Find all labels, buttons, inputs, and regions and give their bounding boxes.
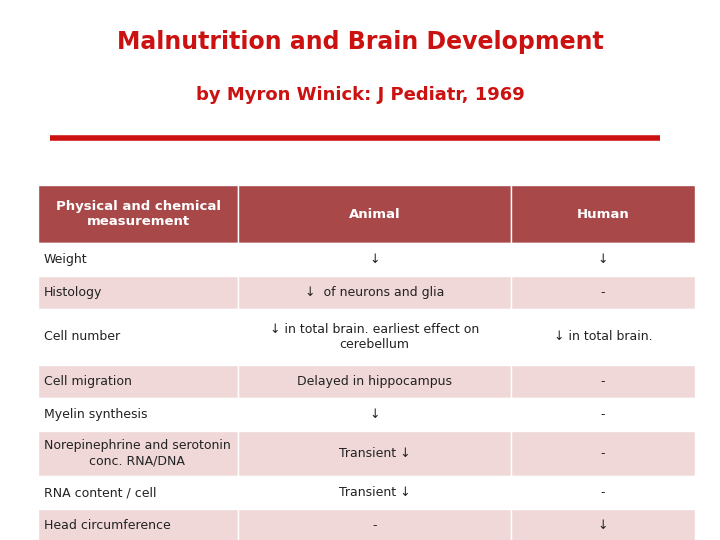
FancyBboxPatch shape bbox=[238, 398, 511, 431]
FancyBboxPatch shape bbox=[511, 243, 695, 276]
FancyBboxPatch shape bbox=[38, 185, 238, 243]
Text: Human: Human bbox=[577, 207, 629, 220]
Text: Transient ↓: Transient ↓ bbox=[339, 486, 410, 499]
Text: Delayed in hippocampus: Delayed in hippocampus bbox=[297, 375, 452, 388]
FancyBboxPatch shape bbox=[238, 276, 511, 309]
Text: -: - bbox=[600, 286, 606, 299]
Text: -: - bbox=[600, 486, 606, 499]
FancyBboxPatch shape bbox=[511, 509, 695, 540]
Text: Physical and chemical
measurement: Physical and chemical measurement bbox=[55, 200, 221, 228]
Text: -: - bbox=[600, 375, 606, 388]
Text: ↓ in total brain. earliest effect on
cerebellum: ↓ in total brain. earliest effect on cer… bbox=[270, 323, 480, 351]
Text: ↓: ↓ bbox=[369, 408, 380, 421]
Text: Norepinephrine and serotonin
conc. RNA/DNA: Norepinephrine and serotonin conc. RNA/D… bbox=[44, 440, 230, 468]
FancyBboxPatch shape bbox=[511, 309, 695, 365]
Text: Malnutrition and Brain Development: Malnutrition and Brain Development bbox=[117, 30, 603, 54]
FancyBboxPatch shape bbox=[38, 398, 238, 431]
FancyBboxPatch shape bbox=[511, 276, 695, 309]
Text: Histology: Histology bbox=[44, 286, 102, 299]
FancyBboxPatch shape bbox=[511, 476, 695, 509]
Text: -: - bbox=[600, 408, 606, 421]
FancyBboxPatch shape bbox=[38, 243, 238, 276]
FancyBboxPatch shape bbox=[511, 398, 695, 431]
Text: Head circumference: Head circumference bbox=[44, 519, 171, 532]
FancyBboxPatch shape bbox=[511, 431, 695, 476]
FancyBboxPatch shape bbox=[38, 476, 238, 509]
Text: Myelin synthesis: Myelin synthesis bbox=[44, 408, 148, 421]
FancyBboxPatch shape bbox=[38, 431, 238, 476]
Text: RNA content / cell: RNA content / cell bbox=[44, 486, 156, 499]
FancyBboxPatch shape bbox=[38, 509, 238, 540]
Text: -: - bbox=[600, 447, 606, 460]
Text: by Myron Winick: J Pediatr, 1969: by Myron Winick: J Pediatr, 1969 bbox=[196, 86, 524, 104]
FancyBboxPatch shape bbox=[38, 309, 238, 365]
Text: ↓  of neurons and glia: ↓ of neurons and glia bbox=[305, 286, 444, 299]
Text: ↓: ↓ bbox=[598, 519, 608, 532]
FancyBboxPatch shape bbox=[238, 476, 511, 509]
FancyBboxPatch shape bbox=[38, 276, 238, 309]
Text: -: - bbox=[372, 519, 377, 532]
FancyBboxPatch shape bbox=[38, 365, 238, 398]
Text: ↓: ↓ bbox=[598, 253, 608, 266]
Text: Transient ↓: Transient ↓ bbox=[339, 447, 410, 460]
Text: ↓ in total brain.: ↓ in total brain. bbox=[554, 330, 652, 343]
Text: Cell migration: Cell migration bbox=[44, 375, 132, 388]
FancyBboxPatch shape bbox=[511, 365, 695, 398]
FancyBboxPatch shape bbox=[238, 431, 511, 476]
FancyBboxPatch shape bbox=[238, 309, 511, 365]
FancyBboxPatch shape bbox=[238, 243, 511, 276]
FancyBboxPatch shape bbox=[511, 185, 695, 243]
Text: ↓: ↓ bbox=[369, 253, 380, 266]
FancyBboxPatch shape bbox=[238, 185, 511, 243]
FancyBboxPatch shape bbox=[238, 365, 511, 398]
FancyBboxPatch shape bbox=[238, 509, 511, 540]
Text: Animal: Animal bbox=[349, 207, 400, 220]
Text: Weight: Weight bbox=[44, 253, 88, 266]
Text: Cell number: Cell number bbox=[44, 330, 120, 343]
